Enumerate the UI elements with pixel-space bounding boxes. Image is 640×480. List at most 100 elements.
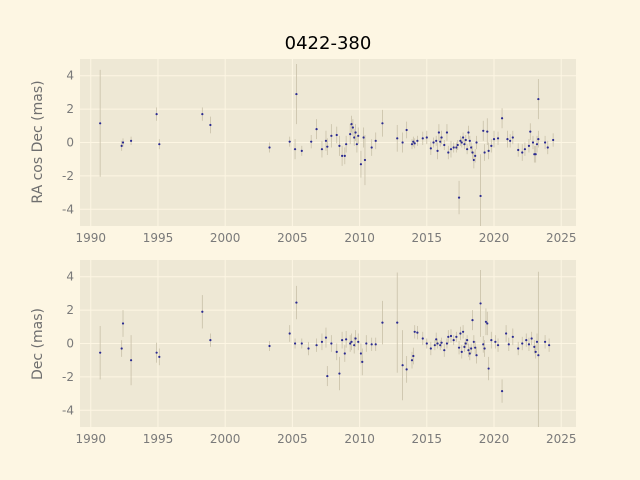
data-point: [496, 344, 500, 347]
data-point: [401, 364, 404, 367]
data-point: [470, 146, 473, 149]
data-point: [295, 92, 298, 96]
data-point: [370, 146, 373, 149]
data-point: [484, 320, 488, 323]
data-point: [460, 141, 463, 144]
data-point: [466, 148, 469, 151]
data-point: [410, 359, 414, 362]
data-point: [129, 359, 133, 362]
data-point: [300, 149, 303, 152]
data-point: [521, 151, 524, 154]
data-point: [315, 344, 318, 347]
data-point: [374, 139, 377, 142]
data-point: [443, 349, 446, 352]
x-tick-label: 2005: [277, 432, 308, 446]
x-tick-label: 2025: [546, 231, 577, 245]
data-point: [455, 335, 458, 338]
x-tick-label: 2015: [412, 432, 443, 446]
data-point: [374, 343, 377, 346]
data-point: [456, 143, 459, 147]
data-point: [357, 340, 360, 343]
data-point: [436, 342, 439, 345]
data-point: [525, 339, 528, 342]
data-point: [461, 136, 465, 139]
data-point: [500, 117, 504, 120]
data-point: [500, 389, 504, 393]
data-point: [531, 141, 535, 144]
data-point: [421, 337, 424, 340]
data-point: [300, 342, 303, 345]
data-point: [479, 302, 482, 305]
data-point: [440, 136, 443, 139]
data-point: [421, 137, 424, 140]
data-point: [447, 335, 450, 338]
data-point: [552, 138, 555, 142]
top-y-axis-label: RA cos Dec (mas): [30, 80, 46, 203]
data-point: [343, 154, 346, 157]
data-point: [482, 129, 485, 132]
data-point: [335, 350, 338, 353]
data-point: [436, 149, 439, 152]
data-point: [295, 301, 298, 304]
data-point: [537, 138, 540, 141]
data-point: [425, 342, 428, 345]
data-point: [201, 310, 204, 313]
data-point: [361, 360, 364, 363]
data-point: [268, 344, 271, 348]
x-tick-label: 1995: [143, 231, 174, 245]
data-point: [506, 138, 509, 141]
data-point: [509, 139, 512, 142]
data-point: [505, 332, 508, 335]
x-tick-label: 2025: [546, 432, 577, 446]
data-point: [354, 131, 357, 134]
x-tick-label: 2020: [479, 432, 510, 446]
data-point: [459, 332, 462, 335]
data-point: [359, 163, 363, 166]
data-point: [530, 337, 533, 340]
data-point: [326, 374, 329, 378]
data-point: [99, 351, 102, 354]
data-point: [445, 131, 449, 134]
data-point: [349, 133, 352, 136]
data-point: [543, 141, 547, 144]
x-tick-label: 2020: [479, 231, 510, 245]
top-data-points: [99, 64, 555, 226]
data-point: [155, 113, 158, 116]
data-point: [338, 372, 341, 375]
data-point: [507, 343, 510, 346]
data-point: [324, 139, 328, 142]
chart-title: 0422-380: [285, 33, 372, 54]
data-point: [99, 122, 102, 125]
data-point: [548, 344, 551, 347]
data-point: [517, 148, 520, 152]
data-point: [464, 138, 467, 142]
data-point: [432, 141, 435, 144]
data-point: [201, 113, 204, 116]
data-point: [401, 141, 404, 144]
data-point: [350, 340, 353, 343]
data-point: [479, 194, 482, 198]
data-point: [517, 347, 520, 350]
data-point: [529, 130, 532, 133]
data-point: [486, 322, 489, 325]
data-point: [353, 136, 356, 139]
data-point: [326, 145, 329, 148]
bottom-grid: [80, 260, 576, 427]
data-point: [381, 321, 384, 324]
data-point: [349, 342, 352, 345]
data-point: [410, 143, 414, 146]
data-point: [315, 128, 318, 131]
data-point: [405, 368, 408, 371]
data-point: [483, 347, 486, 350]
data-point: [353, 344, 356, 347]
data-point: [460, 350, 463, 353]
data-point: [443, 143, 446, 147]
data-point: [439, 140, 442, 143]
data-point: [445, 342, 449, 345]
y-tick-label: -4: [62, 403, 74, 417]
data-point: [463, 345, 466, 348]
data-point: [370, 343, 373, 346]
data-point: [335, 133, 338, 137]
bottom-tick-labels: 1990 1995 2000 2005 2010 2015 2020 2025 -4 -2 0 2 4: [62, 270, 576, 446]
data-point: [475, 141, 478, 144]
